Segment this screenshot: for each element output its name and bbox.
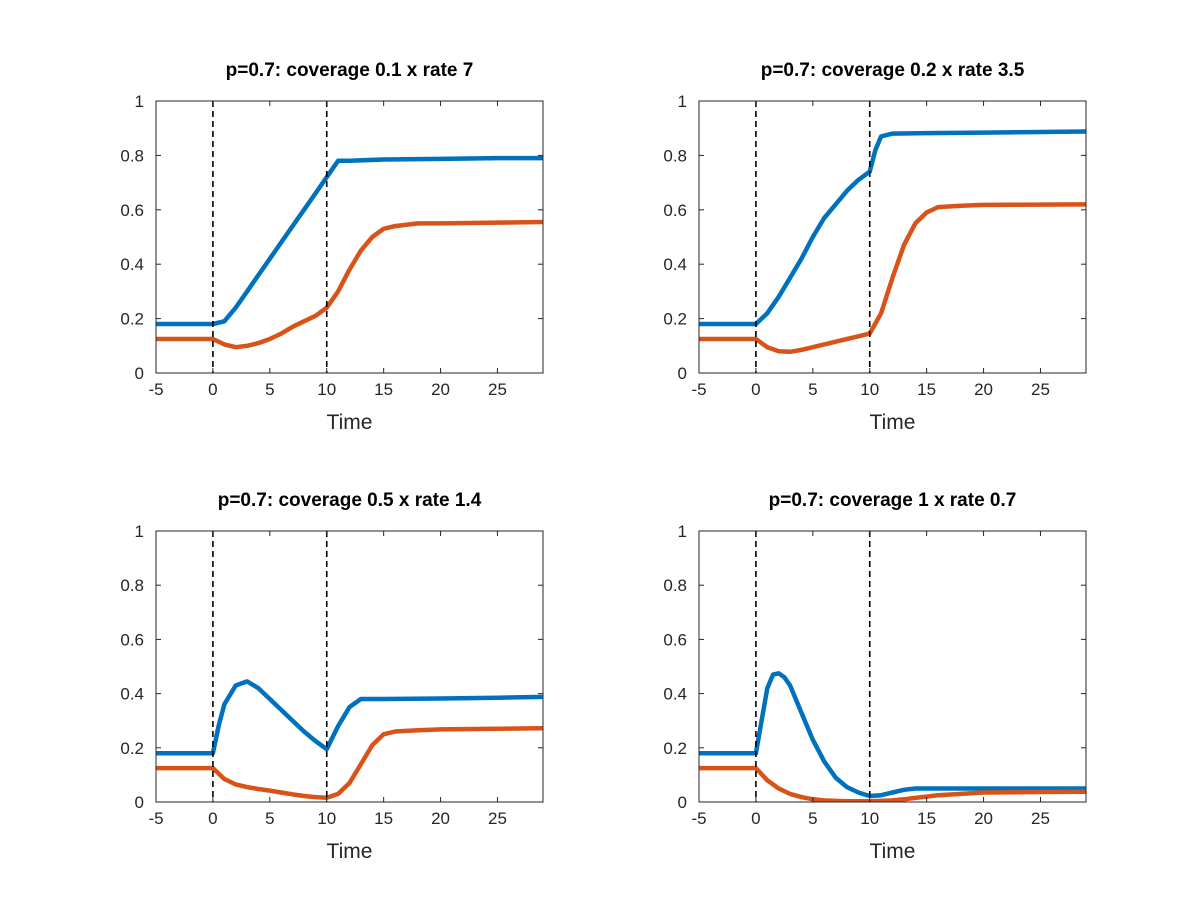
x-tick-label: 20 (974, 380, 993, 399)
x-tick-label: 0 (751, 380, 760, 399)
subplot-title: p=0.7: coverage 0.1 x rate 7 (226, 60, 474, 81)
subplot-title: p=0.7: coverage 1 x rate 0.7 (769, 490, 1017, 511)
subplot-title: p=0.7: coverage 0.5 x rate 1.4 (218, 490, 482, 511)
y-tick-label: 0.8 (663, 576, 687, 595)
x-tick-label: 15 (917, 380, 936, 399)
x-tick-label: 10 (317, 380, 336, 399)
subplot-1: p=0.7: coverage 0.1 x rate 7-5 0 5 10 15 20 25… (120, 60, 544, 434)
x-tick-label: 5 (808, 380, 817, 399)
x-tick-label: 0 (208, 380, 217, 399)
x-tick-label: 5 (808, 809, 817, 828)
y-tick-label: 0.2 (663, 310, 687, 329)
y-tick-label: 1 (135, 92, 144, 111)
x-tick-label: 25 (488, 380, 507, 399)
y-tick-label: 0.6 (663, 630, 687, 649)
y-tick-label: 0.4 (663, 685, 687, 704)
series-blue-line (156, 679, 543, 756)
y-tick-label: 1 (678, 522, 687, 541)
x-axis-label: Time (327, 840, 373, 863)
x-axis-label: Time (870, 840, 916, 863)
y-tick-label: 0.8 (120, 146, 144, 165)
series-blue-line (156, 155, 543, 327)
y-tick-label: 1 (678, 92, 687, 111)
y-tick-label: 0 (135, 793, 144, 812)
x-tick-label: 20 (431, 809, 450, 828)
x-tick-label: 10 (860, 809, 879, 828)
axes-box (698, 100, 1087, 374)
subplot-4: p=0.7: coverage 1 x rate 0.7-5 0 5 10 15 20 25… (663, 490, 1087, 863)
x-tick-label: -5 (148, 380, 163, 399)
y-tick-label: 0.8 (120, 576, 144, 595)
series-orange-line (156, 726, 543, 800)
y-tick-label: 0.4 (120, 255, 144, 274)
y-tick-label: 0 (678, 364, 687, 383)
axes-box (155, 100, 544, 374)
axes-box (155, 530, 544, 803)
x-tick-label: 10 (317, 809, 336, 828)
x-tick-label: 15 (374, 380, 393, 399)
x-tick-label: -5 (691, 809, 706, 828)
y-tick-label: 0.6 (663, 201, 687, 220)
x-tick-label: 0 (751, 809, 760, 828)
series-orange-line (699, 765, 1086, 802)
x-tick-label: 5 (265, 380, 274, 399)
x-tick-label: 15 (374, 809, 393, 828)
x-tick-label: -5 (148, 809, 163, 828)
plot-area (699, 129, 1086, 355)
subplot-3: p=0.7: coverage 0.5 x rate 1.4-5 0 5 10 15 20… (120, 490, 544, 863)
y-tick-label: 0.4 (120, 685, 144, 704)
series-orange-line (156, 219, 543, 350)
x-tick-label: 20 (974, 809, 993, 828)
y-tick-label: 0.2 (663, 739, 687, 758)
plot-area (699, 671, 1086, 802)
x-tick-label: 25 (1031, 380, 1050, 399)
y-tick-label: 0 (678, 793, 687, 812)
y-tick-label: 0.6 (120, 630, 144, 649)
y-tick-label: 0 (135, 364, 144, 383)
series-blue-line (699, 671, 1086, 799)
subplot-2: p=0.7: coverage 0.2 x rate 3.5-5 0 5 10 15 20… (663, 60, 1087, 434)
y-tick-label: 0.4 (663, 255, 687, 274)
series-orange-line (699, 202, 1086, 355)
x-tick-label: 25 (488, 809, 507, 828)
x-tick-label: 10 (860, 380, 879, 399)
x-axis-label: Time (327, 411, 373, 434)
x-tick-label: 20 (431, 380, 450, 399)
axes-box (698, 530, 1087, 803)
y-tick-label: 0.2 (120, 739, 144, 758)
series-blue-line (699, 129, 1086, 327)
plot-area (156, 679, 543, 800)
y-tick-label: 0.8 (663, 146, 687, 165)
subplot-title: p=0.7: coverage 0.2 x rate 3.5 (761, 60, 1025, 81)
x-tick-label: -5 (691, 380, 706, 399)
plot-area (156, 155, 543, 350)
x-axis-label: Time (870, 411, 916, 434)
x-tick-label: 15 (917, 809, 936, 828)
y-tick-label: 1 (135, 522, 144, 541)
x-tick-label: 0 (208, 809, 217, 828)
x-tick-label: 5 (265, 809, 274, 828)
x-tick-label: 25 (1031, 809, 1050, 828)
y-tick-label: 0.6 (120, 201, 144, 220)
y-tick-label: 0.2 (120, 310, 144, 329)
